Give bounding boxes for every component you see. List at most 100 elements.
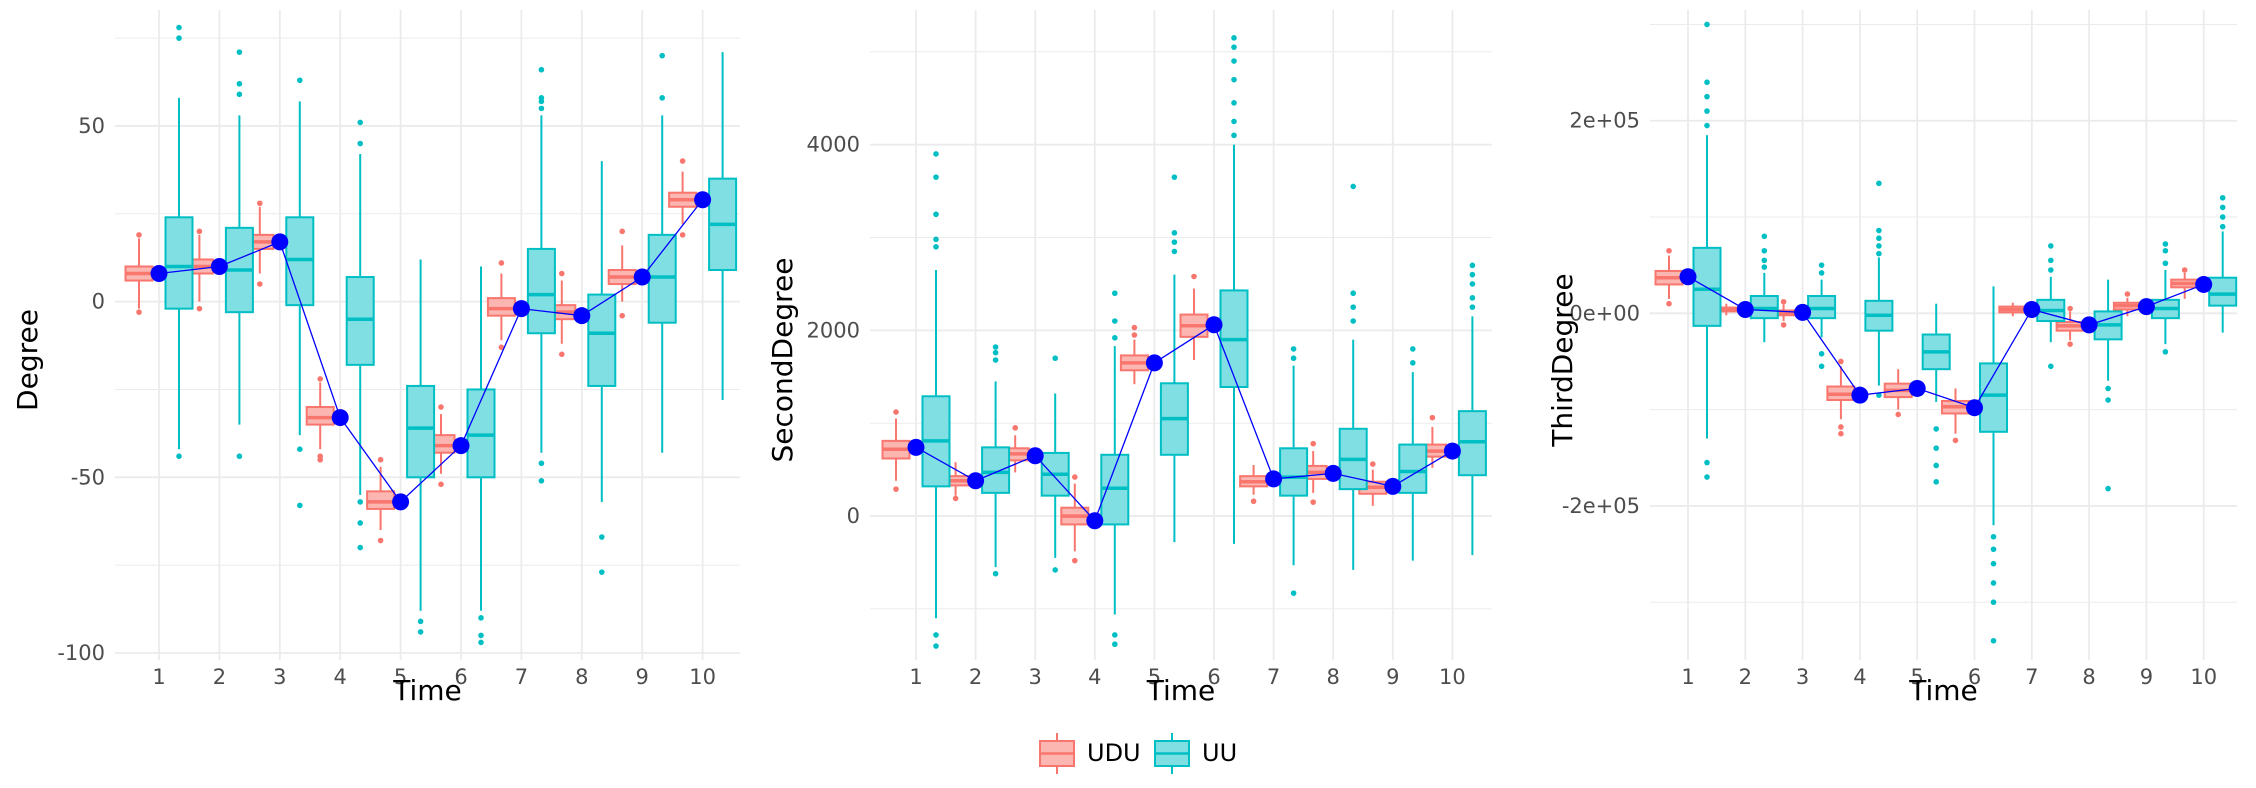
outlier-point [599, 534, 605, 540]
outlier-point [2162, 260, 2169, 267]
outlier-point [1072, 474, 1078, 480]
outlier-point [1933, 462, 1939, 469]
x-tick-label: 3 [1796, 665, 1809, 689]
mean-point [573, 307, 591, 325]
mean-point [512, 300, 530, 318]
x-axis-title: Time [392, 674, 462, 707]
outlier-point [377, 456, 384, 463]
boxplot-uu-8 [587, 161, 617, 575]
outlier-point [357, 140, 364, 147]
outlier-point [1780, 322, 1787, 328]
outlier-point [1350, 183, 1356, 190]
boxplot-uu-2 [224, 49, 254, 460]
boxplot-udu-10 [2170, 267, 2200, 299]
y-tick-label: -100 [57, 641, 105, 665]
outlier-point [236, 80, 243, 87]
outlier-point [1666, 300, 1672, 307]
outlier-point [2162, 241, 2169, 247]
outlier-point [2124, 291, 2131, 297]
x-tick-label: 1 [909, 665, 922, 689]
outlier-point [1231, 35, 1237, 41]
outlier-point [1410, 346, 1416, 352]
outlier-point [317, 453, 324, 460]
outlier-point [1469, 281, 1476, 287]
outlier-point [297, 446, 303, 452]
mean-point [1086, 512, 1104, 530]
outlier-point [992, 570, 999, 577]
x-tick-label: 10 [689, 665, 716, 689]
outlier-point [1838, 430, 1844, 437]
outlier-point [2105, 385, 2111, 392]
outlier-point [599, 569, 605, 575]
outlier-point [1990, 546, 1997, 553]
box [305, 406, 335, 426]
outlier-point [1780, 298, 1787, 305]
boxplot-uu-10 [2208, 194, 2238, 333]
outlier-point [1876, 180, 1882, 187]
boxplot-uu-9 [647, 52, 677, 453]
x-tick-label: 2 [213, 665, 226, 689]
box [587, 293, 617, 387]
box [366, 490, 396, 510]
outlier-point [2105, 485, 2111, 492]
outlier-point [1838, 358, 1844, 365]
outlier-point [498, 344, 505, 351]
box [1692, 246, 1722, 327]
box [466, 388, 496, 479]
outlier-point [357, 544, 364, 551]
outlier-point [1231, 76, 1237, 83]
outlier-point [1191, 273, 1197, 280]
outlier-point [1838, 424, 1844, 430]
outlier-point [1876, 227, 1882, 234]
outlier-point [1704, 122, 1710, 129]
mean-point [1851, 386, 1869, 404]
outlier-point [1231, 44, 1237, 50]
outlier-point [933, 632, 939, 638]
boxplot-udu-1 [881, 409, 911, 492]
outlier-point [1350, 290, 1356, 297]
box [1979, 362, 2008, 433]
outlier-point [2219, 214, 2226, 220]
outlier-point [1171, 174, 1178, 180]
x-tick-label: 10 [2190, 665, 2217, 689]
outlier-point [2162, 349, 2169, 355]
outlier-point [1290, 590, 1297, 596]
mean-point [1443, 442, 1461, 460]
y-axis-title: ThirdDegree [1546, 273, 1579, 447]
outlier-point [1171, 230, 1178, 236]
outlier-point [1171, 239, 1178, 245]
outlier-point [1052, 567, 1058, 573]
mean-point [1324, 464, 1342, 482]
outlier-point [659, 95, 665, 101]
legend-item-uu: UU [1154, 733, 1237, 774]
outlier-point [1990, 637, 1997, 644]
outlier-point [1469, 271, 1476, 278]
mean-point [1205, 316, 1223, 334]
x-tick-label: 2 [1739, 665, 1752, 689]
outlier-point [1290, 355, 1297, 362]
outlier-point [1112, 632, 1118, 638]
boxplot-uu-2 [1749, 233, 1779, 343]
outlier-point [952, 495, 959, 502]
outlier-point [1876, 243, 1882, 249]
outlier-point [297, 77, 303, 84]
outlier-point [893, 486, 899, 492]
mean-point [1265, 470, 1283, 488]
outlier-point [1933, 445, 1939, 451]
mean-point [1794, 303, 1812, 321]
outlier-point [679, 232, 686, 238]
x-tick-label: 7 [515, 665, 528, 689]
outlier-point [2048, 363, 2054, 370]
x-tick-label: 9 [1386, 665, 1399, 689]
mean-point [2023, 300, 2041, 318]
boxplot-uu-1 [164, 24, 194, 460]
x-tick-label: 7 [2025, 665, 2038, 689]
outlier-point [2048, 243, 2054, 249]
boxplot-udu-10 [668, 158, 698, 238]
outlier-point [992, 357, 999, 363]
outlier-point [933, 243, 939, 250]
outlier-point [438, 404, 444, 410]
outlier-point [1052, 355, 1058, 362]
x-tick-label: 5 [1911, 665, 1924, 689]
outlier-point [1250, 498, 1257, 505]
